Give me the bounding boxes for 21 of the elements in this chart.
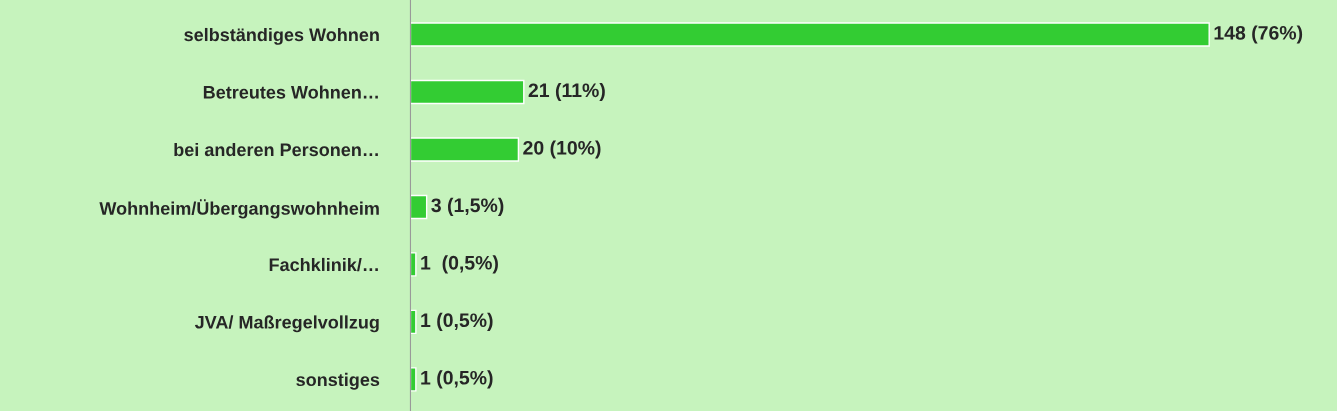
data-label: 1 (0,5%) xyxy=(421,312,493,331)
data-label: 20 (10%) xyxy=(523,140,601,159)
data-label: 1 (0,5%) xyxy=(421,370,493,389)
data-label: 3 (1,5%) xyxy=(431,197,504,216)
data-label: 148 (76%) xyxy=(1214,25,1303,44)
y-tick-label: Fachklinik/… xyxy=(269,257,378,272)
bar xyxy=(410,367,417,392)
data-label: 1 (0,5%) xyxy=(421,255,498,274)
y-tick-label: bei anderen Personen… xyxy=(174,142,378,157)
y-tick-label: Betreutes Wohnen… xyxy=(203,85,378,99)
y-tick-label: JVA/ Maßregelvollzug xyxy=(194,315,379,333)
bar xyxy=(410,309,417,335)
y-tick-label: Wohnheim/Übergangswohnheim xyxy=(99,199,379,219)
y-tick-label: selbständiges Wohnen xyxy=(184,27,379,45)
bar xyxy=(410,194,428,220)
bar xyxy=(410,252,417,277)
y-tick-label: sonstiges xyxy=(296,372,380,390)
bar xyxy=(410,137,520,162)
data-label: 21 (11%) xyxy=(528,82,605,102)
bar xyxy=(410,22,1210,47)
bar xyxy=(410,79,525,105)
